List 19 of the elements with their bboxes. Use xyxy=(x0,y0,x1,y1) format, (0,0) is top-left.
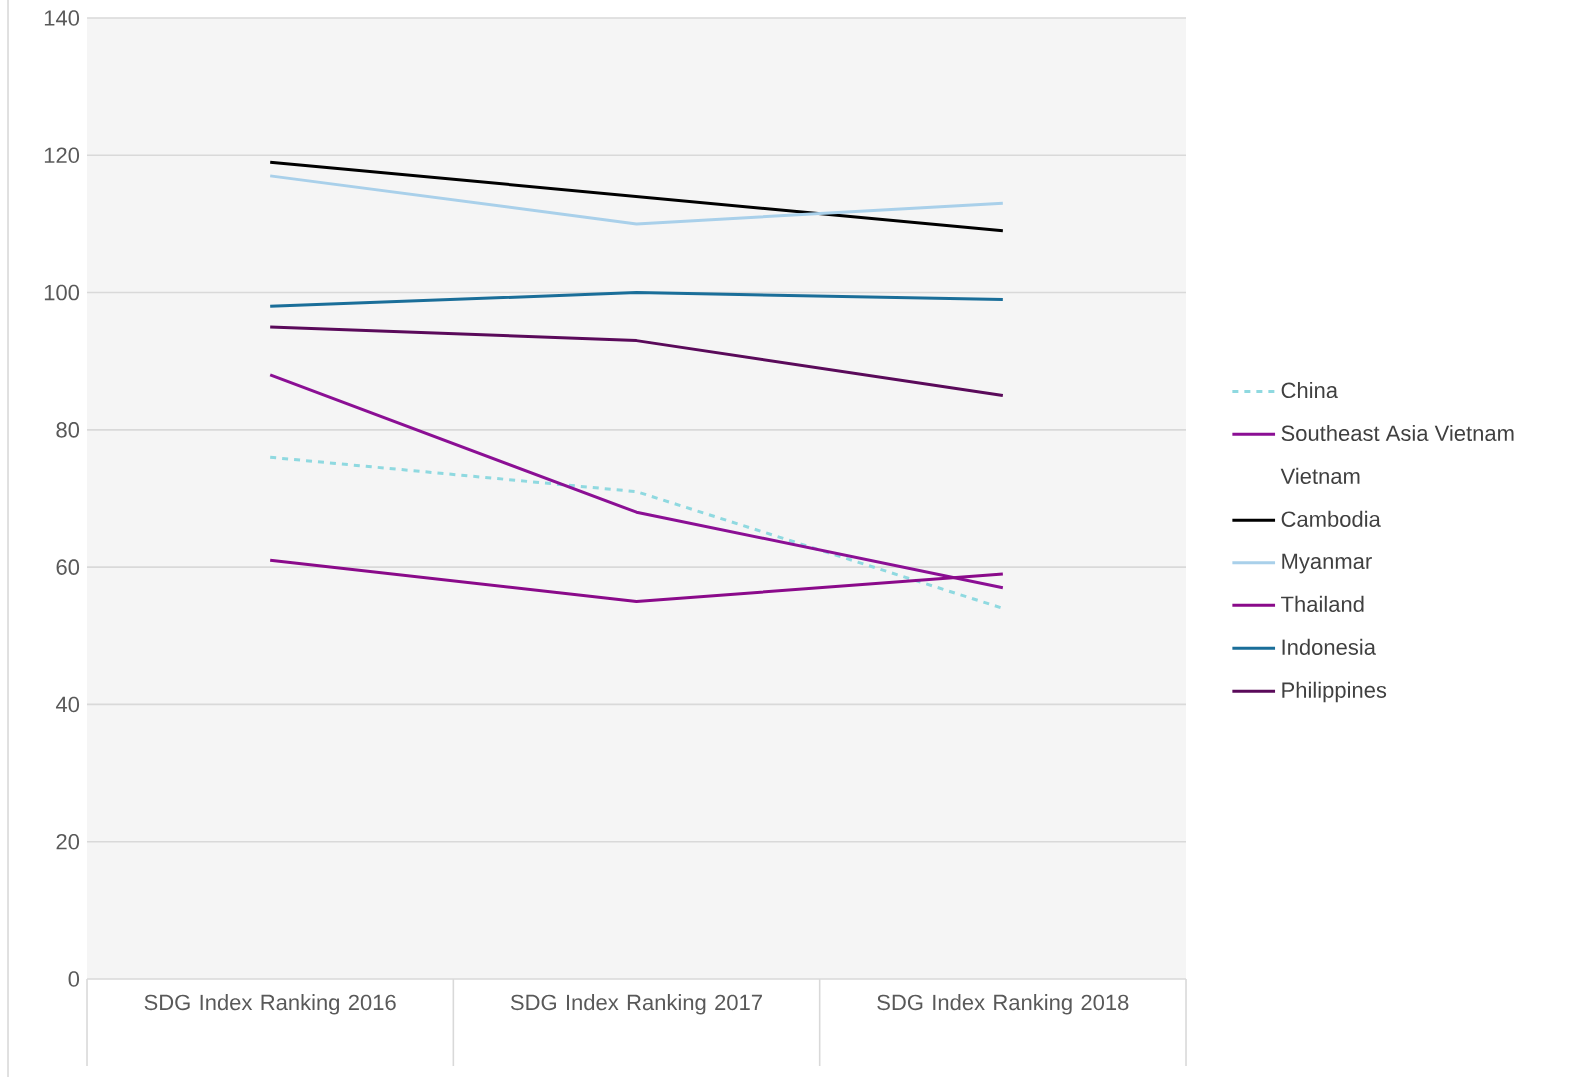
x-tick-label: SDG Index Ranking 2017 xyxy=(510,994,762,1015)
y-tick-label: 120 xyxy=(44,147,80,164)
x-tick-label: SDG Index Ranking 2016 xyxy=(144,994,396,1015)
legend-label: Philippines xyxy=(1282,681,1387,703)
y-tick-label: 80 xyxy=(56,422,80,438)
legend-label: Cambodia xyxy=(1281,510,1381,527)
legend-label: China xyxy=(1281,381,1339,399)
legend-label: Myanmar xyxy=(1282,553,1372,574)
legend-label: Thailand xyxy=(1281,595,1364,613)
legend-label: Indonesia xyxy=(1282,638,1376,655)
y-tick-label: 140 xyxy=(44,10,80,26)
y-tick-label: 20 xyxy=(56,833,80,850)
y-tick-label: 40 xyxy=(55,696,80,713)
y-tick-label: 100 xyxy=(44,284,80,301)
y-tick-label: 60 xyxy=(56,559,80,575)
y-tick-label: 0 xyxy=(68,971,80,987)
legend-label: Southeast Asia Vietnam xyxy=(1281,424,1514,442)
text: Vietnam xyxy=(1280,467,1360,484)
x-tick-label: SDG Index Ranking 2018 xyxy=(877,994,1129,1015)
